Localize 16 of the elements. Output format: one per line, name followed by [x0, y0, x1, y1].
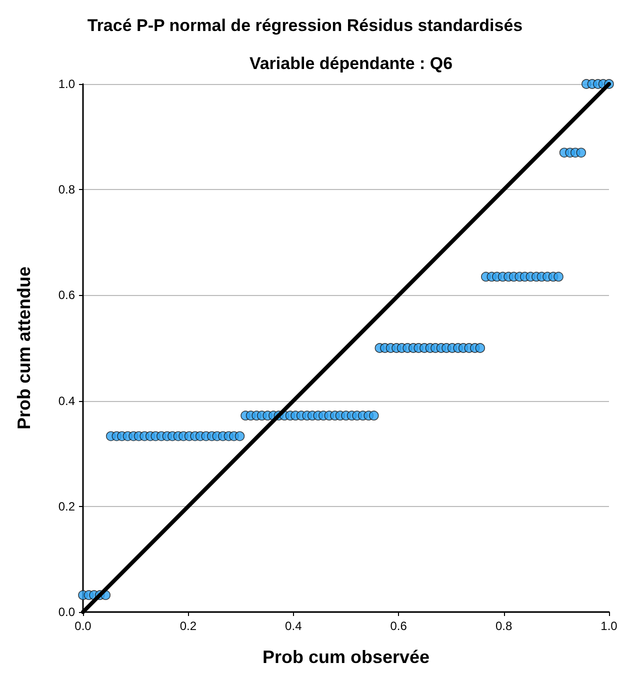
y-tick-label: 0.2 [58, 499, 76, 514]
x-tick-label: 0.4 [285, 619, 302, 633]
y-tick-label: 0.4 [58, 394, 76, 408]
y-tick-label: 0.8 [58, 182, 76, 197]
chart-subtitle: Variable dépendante : Q6 [249, 54, 453, 73]
x-axis-title: Prob cum observée [262, 647, 430, 667]
chart-title: Tracé P-P normal de régression Résidus standardisés [87, 16, 523, 35]
y-axis-title: Prob cum attendue [14, 266, 34, 430]
y-tick-label: 1.0 [58, 77, 76, 91]
x-tick-label: 0.8 [495, 619, 512, 633]
x-tick-label: 0.2 [180, 619, 197, 633]
y-tick-label: 0.6 [58, 288, 76, 302]
x-tick-label: 0.0 [74, 619, 92, 633]
y-tick-label: 0.0 [58, 605, 76, 619]
x-tick-label: 0.6 [390, 619, 408, 633]
x-tick-label: 1.0 [600, 619, 618, 633]
